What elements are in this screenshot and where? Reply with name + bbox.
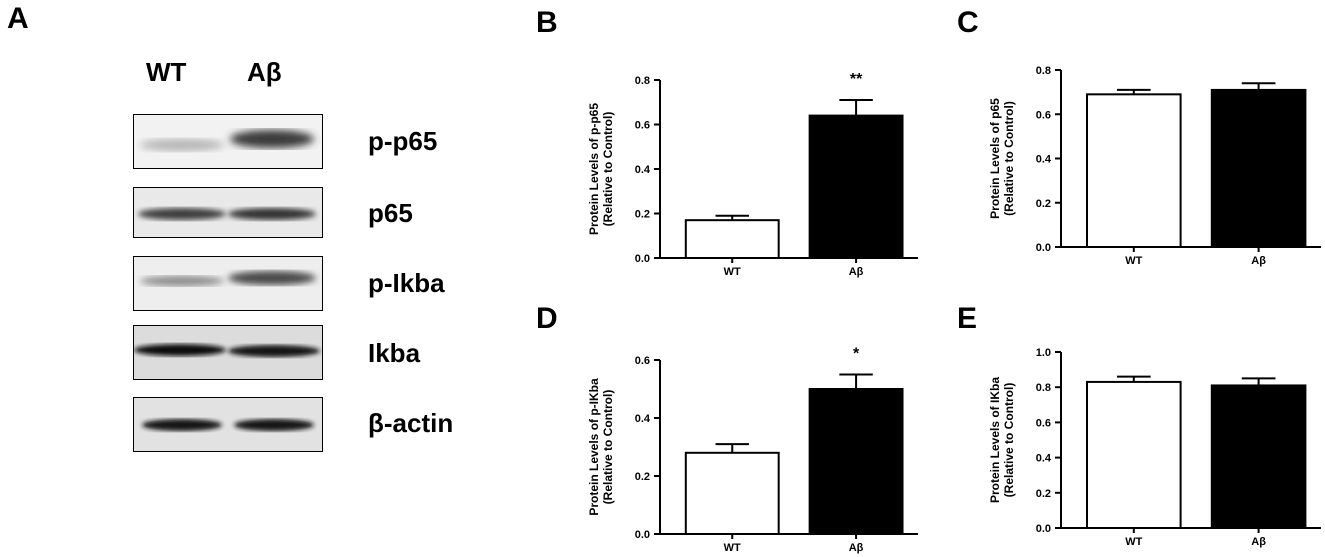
significance-marker: ** <box>850 71 863 88</box>
blot-strip-p65 <box>133 187 323 238</box>
y-tick-label: 0.0 <box>635 253 650 265</box>
x-tick-label: Aβ <box>849 542 864 554</box>
chart-svg: D 0.0 0.2 0.4 0.6 Protein Levels of p-IKba (Re… <box>536 302 918 554</box>
band-abeta <box>234 419 314 431</box>
y-axis-label-line1: Protein Levels of IKba <box>988 377 1002 503</box>
y-tick-label: 0.6 <box>635 120 650 132</box>
western-blot-panel: A WT Aβ p-p65 p65 p-Ikba <box>0 0 520 557</box>
band-wt <box>140 139 224 151</box>
blot-bands-p-p65 <box>140 130 314 151</box>
bar <box>684 219 780 260</box>
x-tick-label: WT <box>1125 536 1142 548</box>
y-tick-label: 0.8 <box>1036 65 1051 77</box>
bar-chart-b: B 0.0 0.2 0.4 0.6 0.8 Protein Levels of p-p65(… <box>520 0 920 280</box>
y-tick-label: 0.4 <box>1036 154 1052 166</box>
bar <box>808 388 904 535</box>
band-wt <box>142 419 222 431</box>
bar <box>808 114 904 259</box>
significance-marker: * <box>853 346 860 363</box>
panel-letter-a: A <box>7 2 29 35</box>
y-axis-label-line2: (Relative to Control) <box>601 112 615 227</box>
bar <box>684 451 780 535</box>
band-label-p65: p65 <box>368 198 413 228</box>
panel-letter: E <box>957 302 977 335</box>
bar <box>1086 93 1182 249</box>
y-tick-label: 0.8 <box>635 75 650 87</box>
band-abeta <box>228 345 320 357</box>
y-tick-label: 0.0 <box>1036 523 1051 535</box>
y-tick-label: 0.0 <box>635 529 650 541</box>
y-axis-label-line2: (Relative to Control) <box>601 390 615 505</box>
lane-label-abeta: Aβ <box>247 57 282 87</box>
y-tick-label: 0.6 <box>635 355 650 367</box>
bar <box>1210 384 1307 529</box>
y-tick-label: 0.2 <box>1036 488 1051 500</box>
y-tick-label: 1.0 <box>1036 347 1051 359</box>
band-abeta <box>230 130 314 148</box>
lane-label-wt: WT <box>146 57 187 87</box>
band-abeta <box>228 208 316 220</box>
panel-letter: D <box>536 302 558 335</box>
band-label-ikba: Ikba <box>368 338 421 368</box>
band-label-p-ikba: p-Ikba <box>368 268 445 298</box>
blot-strip-beta-actin <box>133 397 323 452</box>
y-tick-label: 0.4 <box>635 413 651 425</box>
panel-letter: C <box>957 6 979 39</box>
bar <box>1210 88 1307 248</box>
chart-svg: E 0.0 0.2 0.4 0.6 0.8 1.0 Protein Levels of IKb… <box>957 302 1321 548</box>
y-axis-label-line1: Protein Levels of p-p65 <box>587 103 601 235</box>
y-axis-label-line1: Protein Levels of p-IKba <box>587 378 601 516</box>
x-tick-label: WT <box>724 266 741 278</box>
band-abeta <box>228 271 316 285</box>
y-axis-label-line2: (Relative to Control) <box>1002 383 1016 498</box>
blot-strip-p-ikba <box>133 256 323 311</box>
panel-letter: B <box>536 6 558 39</box>
chart-svg: C 0.0 0.2 0.4 0.6 0.8 Protein Levels of p65 (Re… <box>957 6 1321 267</box>
bar-chart-d: D 0.0 0.2 0.4 0.6 Protein Levels of p-IKba (Re… <box>520 280 920 557</box>
x-tick-label: WT <box>724 542 741 554</box>
blot-bands-beta-actin <box>142 419 314 431</box>
x-tick-label: WT <box>1125 255 1142 267</box>
y-tick-label: 0.2 <box>1036 198 1051 210</box>
x-tick-label: Aβ <box>849 266 864 278</box>
blot-bands-p65 <box>138 208 316 220</box>
y-tick-label: 0.6 <box>1036 109 1051 121</box>
blot-bands-p-ikba <box>140 271 316 286</box>
band-label-beta-actin: β-actin <box>368 408 454 438</box>
y-tick-label: 0.8 <box>1036 382 1051 394</box>
y-axis-label-line2: (Relative to Control) <box>1002 101 1016 216</box>
y-tick-label: 0.6 <box>1036 417 1051 429</box>
blot-bands-ikba <box>134 344 320 357</box>
bar-chart-c: C 0.0 0.2 0.4 0.6 0.8 Protein Levels of p65 (Re… <box>925 0 1325 280</box>
bar-chart-e: E 0.0 0.2 0.4 0.6 0.8 1.0 Protein Levels of IKb… <box>925 280 1325 557</box>
y-tick-label: 0.4 <box>1036 453 1052 465</box>
x-tick-label: Aβ <box>1251 536 1266 548</box>
y-tick-label: 0.0 <box>1036 242 1051 254</box>
blot-strip-ikba <box>133 325 323 380</box>
band-label-p-p65: p-p65 <box>368 126 438 156</box>
y-axis-label-line1: Protein Levels of p65 <box>988 98 1002 219</box>
blot-strip-p-p65 <box>133 114 323 169</box>
band-wt <box>134 344 226 356</box>
y-tick-label: 0.2 <box>635 471 650 483</box>
bar <box>1086 380 1182 529</box>
x-tick-label: Aβ <box>1251 255 1266 267</box>
band-wt <box>138 208 226 220</box>
band-wt <box>140 276 224 286</box>
y-tick-label: 0.4 <box>635 164 651 176</box>
y-tick-label: 0.2 <box>635 209 650 221</box>
chart-svg: B 0.0 0.2 0.4 0.6 0.8 Protein Levels of p-p65(… <box>536 6 918 278</box>
